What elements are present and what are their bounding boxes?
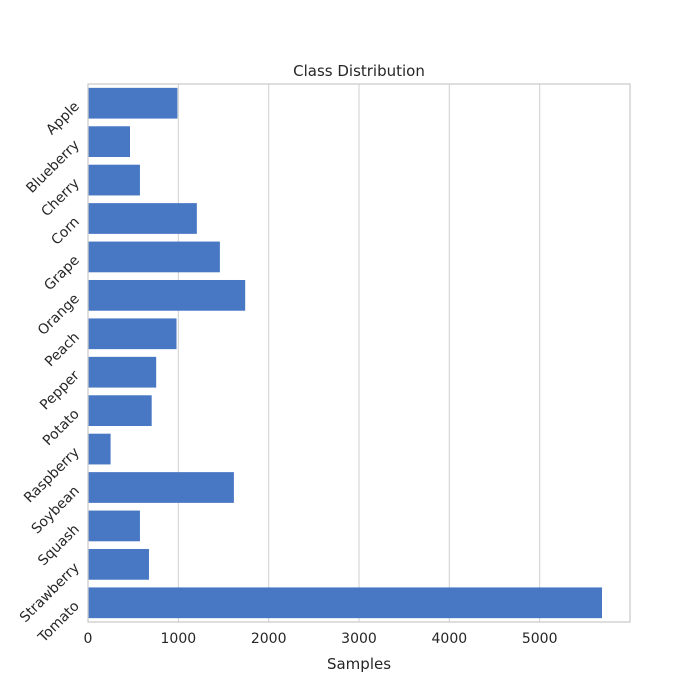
bar-tomato [88, 587, 602, 619]
bar-cherry [88, 164, 140, 196]
x-axis-label: Samples [327, 655, 391, 673]
bar-peach [88, 318, 177, 350]
x-tick-label: 4000 [432, 631, 468, 647]
bar-strawberry [88, 548, 149, 580]
y-tick-label-orange: Orange [35, 291, 83, 339]
grid-lines [177, 84, 541, 622]
bar-grape [88, 241, 220, 273]
x-tick-label: 0 [84, 631, 93, 647]
bars [88, 87, 602, 619]
x-tick-labels: 0 1000 2000 3000 4000 5000 [84, 631, 558, 647]
y-tick-label-pepper: Pepper [37, 368, 83, 414]
chart-title: Class Distribution [293, 62, 425, 80]
bar-pepper [88, 356, 157, 388]
x-tick-label: 5000 [522, 631, 558, 647]
x-tick-label: 2000 [251, 631, 287, 647]
bar-soybean [88, 472, 234, 503]
y-tick-labels: AppleBlueberryCherryCornGrapeOrangePeach… [17, 99, 83, 647]
bar-corn [88, 203, 197, 234]
bar-squash [88, 510, 140, 542]
bar-apple [88, 87, 178, 119]
y-tick-label-grape: Grape [41, 252, 82, 293]
y-tick-label-apple: Apple [43, 99, 82, 138]
bar-blueberry [88, 126, 131, 158]
bar-potato [88, 395, 152, 427]
y-tick-label-corn: Corn [48, 214, 82, 248]
x-tick-label: 1000 [161, 631, 197, 647]
x-tick-label: 3000 [341, 631, 377, 647]
bar-orange [88, 279, 246, 311]
plot-frame [87, 83, 631, 623]
bar-raspberry [88, 433, 111, 465]
